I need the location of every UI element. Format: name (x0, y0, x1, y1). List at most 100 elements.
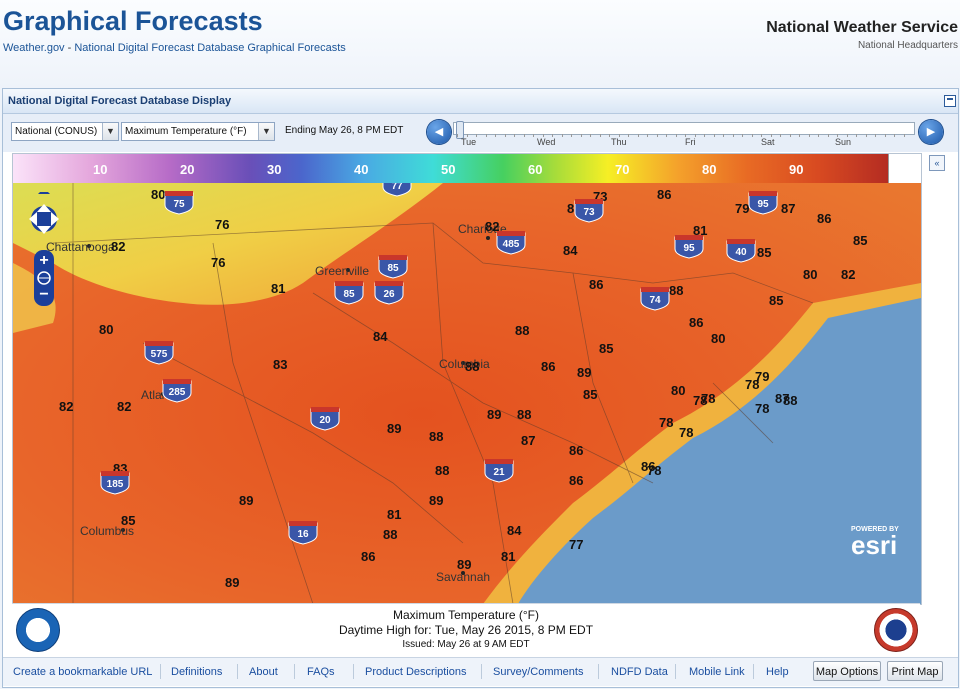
timeline-tick (476, 134, 477, 137)
breadcrumb-page-link[interactable]: National Digital Forecast Database Graph… (74, 42, 346, 54)
highway-shield-icon: 285 (162, 379, 192, 403)
legend-label: 40 (354, 162, 369, 177)
temperature-value: 86 (817, 211, 831, 226)
timeline-tick (523, 134, 525, 137)
temperature-value: 89 (577, 365, 591, 380)
esri-powered-by: POWERED BY (851, 526, 899, 533)
product-descriptions-link[interactable]: Product Descriptions (365, 666, 467, 678)
legend-label: 60 (528, 162, 543, 177)
temperature-value: 81 (271, 281, 285, 296)
highway-number: 95 (757, 199, 769, 210)
time-slider-handle[interactable] (456, 121, 464, 139)
highway-shield-icon: 75 (164, 191, 194, 215)
temperature-value: 86 (569, 473, 583, 488)
timeline-tick (761, 134, 762, 137)
element-select[interactable]: Maximum Temperature (°F) ▼ (121, 122, 275, 141)
expand-panel-icon[interactable]: « (929, 155, 945, 171)
faqs-link[interactable]: FAQs (307, 666, 335, 678)
link-divider (598, 664, 599, 679)
timeline-tick (751, 134, 753, 137)
panel-title: National Digital Forecast Database Displ… (8, 95, 232, 107)
highway-number: 74 (649, 295, 661, 306)
timeline-day: Sat (761, 137, 775, 147)
about-link[interactable]: About (249, 666, 278, 678)
time-slider[interactable]: Tue Wed Thu Fri Sat Sun (453, 118, 915, 147)
mobile-link[interactable]: Mobile Link (689, 666, 745, 678)
print-map-button[interactable]: Print Map (887, 661, 943, 681)
temperature-value: 85 (583, 387, 597, 402)
timeline-tick (514, 134, 515, 137)
highway-number: 185 (107, 479, 124, 490)
timeline-tick (495, 134, 496, 137)
timeline-tick (732, 134, 734, 137)
temperature-value: 85 (769, 293, 783, 308)
timeline-tick (656, 134, 658, 137)
time-slider-track[interactable] (453, 122, 915, 135)
legend-label: 90 (789, 162, 804, 177)
esri-logo: POWERED BY esri (851, 526, 899, 560)
timeline-tick (609, 134, 610, 137)
pan-left-icon[interactable] (29, 212, 37, 226)
breadcrumb-home-link[interactable]: Weather.gov (3, 42, 65, 54)
esri-wordmark: esri (851, 530, 898, 560)
city-columbia: Columbia (439, 357, 490, 371)
timeline-tick (580, 134, 582, 137)
timeline-tick (808, 134, 810, 137)
timeline-tick (713, 134, 715, 137)
zoom-in-icon[interactable]: + (39, 252, 48, 269)
org-subtitle: National Headquarters (857, 40, 958, 51)
temperature-value: 78 (745, 377, 759, 392)
temperature-value: 83 (273, 357, 287, 372)
survey-link[interactable]: Survey/Comments (493, 666, 584, 678)
breadcrumb: Weather.gov - National Digital Forecast … (3, 42, 346, 54)
map-options-button[interactable]: Map Options (813, 661, 881, 681)
timeline-tick (827, 134, 829, 137)
pan-control[interactable] (29, 188, 59, 234)
next-time-button[interactable]: ▶ (919, 120, 943, 144)
city-charlotte: Charlotte (458, 222, 507, 236)
mountain-region (13, 183, 443, 305)
definitions-link[interactable]: Definitions (171, 666, 223, 678)
previous-time-button[interactable]: ◀ (427, 120, 451, 144)
region-select-value: National (CONUS) (15, 126, 98, 137)
region-select[interactable]: National (CONUS) ▼ (11, 122, 119, 141)
link-divider (160, 664, 161, 679)
timeline-tick (856, 134, 857, 137)
highway-number: 485 (503, 239, 520, 250)
highway-shield-icon: 85 (378, 255, 408, 279)
help-link[interactable]: Help (766, 666, 789, 678)
timeline-day: Fri (685, 137, 696, 147)
bookmark-link[interactable]: Create a bookmarkable URL (13, 666, 153, 678)
temperature-value: 78 (679, 425, 693, 440)
temperature-value: 80 (151, 187, 165, 202)
timeline-tick (685, 134, 686, 137)
timeline-tick (466, 134, 468, 137)
legend-label: 20 (180, 162, 195, 177)
temperature-value: 88 (429, 429, 443, 444)
temperature-value: 76 (211, 255, 225, 270)
timeline-tick (590, 134, 591, 137)
temperature-value: 86 (569, 443, 583, 458)
pan-down-icon[interactable] (37, 226, 51, 234)
minimize-icon[interactable] (944, 95, 956, 107)
timeline-day: Wed (537, 137, 556, 147)
forecast-map[interactable]: 10 20 30 40 50 60 70 80 90 (12, 153, 922, 605)
ndfd-data-link[interactable]: NDFD Data (611, 666, 668, 678)
temperature-value: 78 (647, 463, 661, 478)
temperature-value: 89 (239, 493, 253, 508)
highway-number: 40 (735, 247, 747, 258)
highway-shield-icon: 95 (674, 235, 704, 259)
timeline-tick (647, 134, 648, 137)
highway-number: 285 (169, 387, 186, 398)
pan-up-icon[interactable] (37, 204, 51, 212)
timeline-tick (894, 134, 895, 137)
timeline-tick (637, 134, 639, 137)
timeline-tick (533, 134, 534, 137)
timeline-tick (704, 134, 705, 137)
site-title: Graphical Forecasts (3, 6, 263, 36)
noaa-logo (16, 608, 60, 652)
zoom-out-icon[interactable]: − (39, 286, 48, 303)
temperature-value: 89 (487, 407, 501, 422)
pan-right-icon[interactable] (51, 212, 59, 226)
temperature-value: 86 (589, 277, 603, 292)
